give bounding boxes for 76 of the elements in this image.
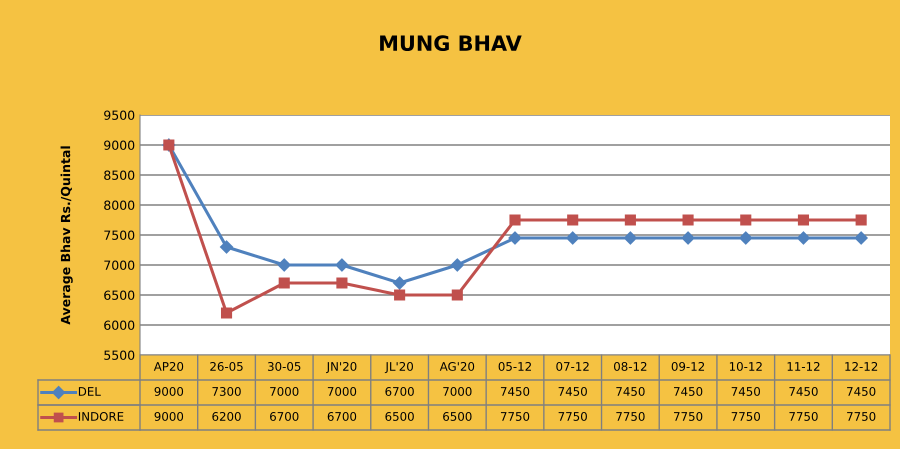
data-label: 6700 xyxy=(385,386,414,396)
x-tick-label: 08-12 xyxy=(614,362,646,371)
point xyxy=(220,240,234,254)
point xyxy=(220,307,232,319)
point xyxy=(739,231,752,245)
y-tick-label: 8000 xyxy=(104,200,134,210)
x-tick-label: 30-05 xyxy=(268,362,300,371)
x-tick-label: 11-12 xyxy=(788,362,820,371)
data-label: 9000 xyxy=(154,386,184,396)
point xyxy=(854,231,868,245)
data-label: 7450 xyxy=(847,386,876,396)
y-tick-label: 6500 xyxy=(104,290,134,300)
data-label: 7450 xyxy=(789,386,818,396)
data-label: 7750 xyxy=(500,412,530,421)
point xyxy=(452,289,463,301)
y-tick-label: 7500 xyxy=(104,230,134,240)
data-label: 6700 xyxy=(328,412,356,421)
x-tick-label: JN'20 xyxy=(326,362,356,374)
chart-title: MUNG BHAV xyxy=(380,35,522,52)
y-tick-label: 7000 xyxy=(104,260,134,270)
point xyxy=(336,277,348,289)
data-label: 7000 xyxy=(328,386,356,396)
data-label: 7300 xyxy=(212,386,241,396)
point xyxy=(278,258,291,272)
point xyxy=(566,231,580,245)
point xyxy=(682,214,694,226)
point xyxy=(740,214,752,226)
y-tick-label: 6000 xyxy=(104,320,134,330)
y-tick-label: 9000 xyxy=(104,140,134,150)
data-label: 7000 xyxy=(270,386,298,396)
data-label: 7450 xyxy=(558,386,587,396)
data-label: 6200 xyxy=(212,412,241,421)
data-label: 6500 xyxy=(443,412,472,421)
point xyxy=(394,289,406,301)
data-label: 7450 xyxy=(732,386,760,396)
x-tick-label: AP20 xyxy=(154,362,184,371)
data-label: 7750 xyxy=(616,412,645,421)
data-label: 7450 xyxy=(674,386,702,396)
y-axis-title: Average Bhav Rs./Quintal xyxy=(60,146,73,325)
x-tick-label: 05-12 xyxy=(498,362,531,371)
x-tick-label: AG'20 xyxy=(440,362,474,371)
data-label: 7000 xyxy=(443,386,472,396)
point xyxy=(450,258,464,272)
x-tick-label: 26-05 xyxy=(210,362,243,371)
legend-label: DEL xyxy=(78,387,101,396)
x-tick-label: 10-12 xyxy=(730,362,762,371)
data-label: 7750 xyxy=(847,412,876,421)
point xyxy=(567,214,578,226)
y-tick-label: 5500 xyxy=(104,350,134,360)
data-label: 7750 xyxy=(674,412,702,421)
point xyxy=(856,214,867,226)
point xyxy=(681,231,695,245)
data-label: 6500 xyxy=(385,412,414,421)
x-tick-label: JL'20 xyxy=(384,362,413,374)
y-tick-label: 8500 xyxy=(104,170,134,180)
point xyxy=(335,258,349,272)
point xyxy=(509,214,521,226)
data-label: 7750 xyxy=(558,412,587,421)
data-label: 7450 xyxy=(500,386,530,396)
point xyxy=(508,231,522,245)
data-label: 7750 xyxy=(732,412,760,421)
x-tick-label: 07-12 xyxy=(556,362,589,371)
point xyxy=(796,231,810,245)
legend-label: INDORE xyxy=(78,412,124,421)
data-label: 7750 xyxy=(789,412,818,421)
point xyxy=(798,214,810,226)
x-tick-label: 09-12 xyxy=(672,362,704,371)
point xyxy=(624,214,636,226)
point xyxy=(393,276,406,290)
y-tick-label: 9500 xyxy=(104,110,134,120)
point xyxy=(278,277,290,289)
x-tick-label: 12-12 xyxy=(845,362,878,371)
data-label: 9000 xyxy=(154,412,184,421)
data-label: 7450 xyxy=(616,386,645,396)
data-label: 6700 xyxy=(270,412,298,421)
point xyxy=(624,231,637,245)
